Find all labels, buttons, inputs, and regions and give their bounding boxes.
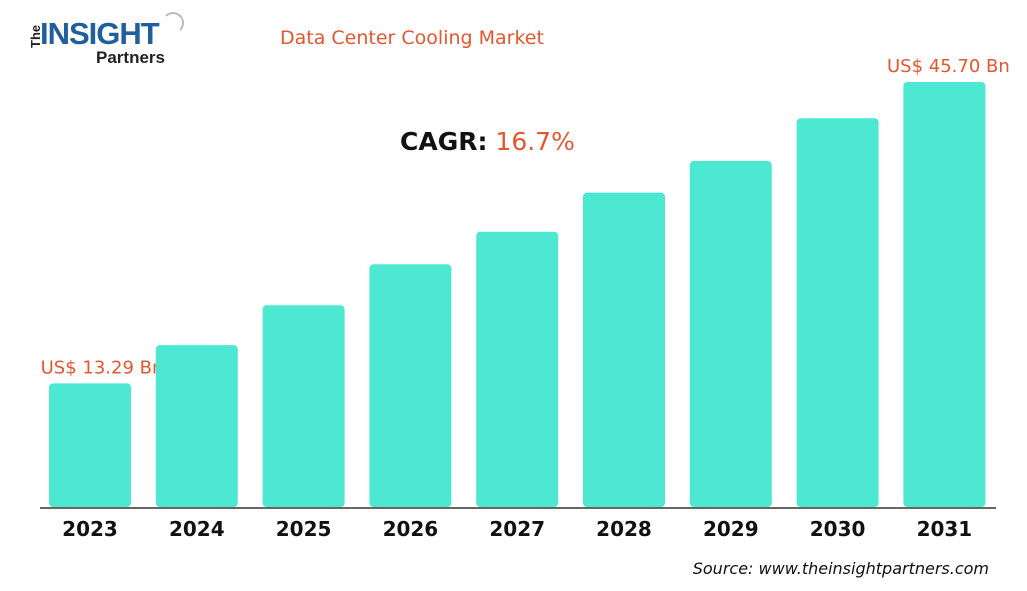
- x-tick-label: 2027: [489, 517, 545, 541]
- logo: The INSIGHT Partners: [28, 12, 188, 70]
- cagr-label: CAGR:: [400, 127, 488, 156]
- x-tick-label: 2028: [596, 517, 652, 541]
- bar-2029: [689, 161, 772, 507]
- x-tick-label: 2030: [810, 517, 866, 541]
- x-tick-label: 2026: [383, 517, 439, 541]
- bar-2026: [369, 264, 452, 507]
- x-tick-label: 2023: [62, 517, 118, 541]
- chart-title: Data Center Cooling Market: [280, 27, 544, 49]
- x-tick-label: 2031: [917, 517, 973, 541]
- x-tick-label: 2029: [703, 517, 759, 541]
- bar-2024: [155, 345, 238, 507]
- bar-2028: [583, 192, 665, 507]
- x-tick-label: 2024: [169, 517, 225, 541]
- bar-2025: [262, 305, 345, 507]
- x-tick-label: 2025: [276, 517, 332, 541]
- data-label: US$ 13.29 Bn: [41, 357, 164, 378]
- bar-2031: [903, 82, 986, 507]
- bar-2027: [476, 231, 559, 507]
- bar-2030: [796, 118, 879, 507]
- bar-2023: [49, 383, 131, 507]
- cagr: CAGR: 16.7%: [400, 127, 575, 156]
- source-text: Source: www.theinsightpartners.com: [692, 559, 989, 578]
- data-label: US$ 45.70 Bn: [887, 56, 1010, 77]
- cagr-value: 16.7%: [495, 127, 575, 156]
